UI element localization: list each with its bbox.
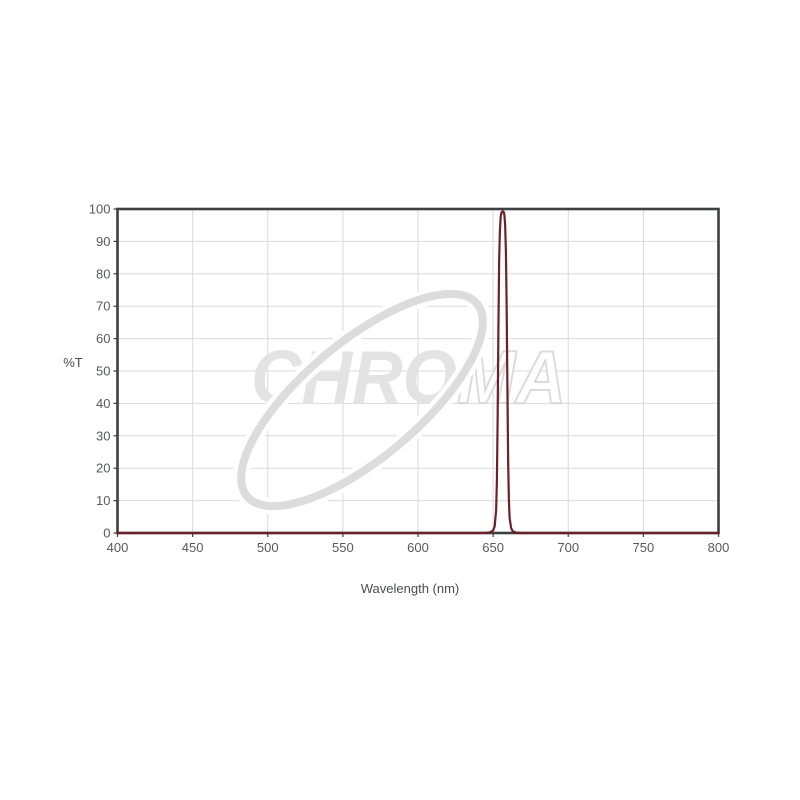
watermark-ma: MA bbox=[457, 335, 566, 419]
x-tick-label: 750 bbox=[633, 540, 655, 555]
x-tick-label: 400 bbox=[107, 540, 129, 555]
y-tick-label: 50 bbox=[96, 364, 110, 379]
transmission-curve bbox=[116, 210, 720, 535]
watermark-swoosh bbox=[232, 285, 492, 515]
y-axis-title: %T bbox=[63, 355, 83, 370]
x-tick-label: 800 bbox=[708, 540, 730, 555]
y-tick-label: 20 bbox=[96, 461, 110, 476]
y-tick-label: 0 bbox=[103, 526, 110, 541]
y-tick-label: 90 bbox=[96, 234, 110, 249]
y-tick-label: 30 bbox=[96, 428, 110, 443]
x-axis-title: Wavelength (nm) bbox=[361, 581, 460, 596]
y-tick-label: 70 bbox=[96, 299, 110, 314]
tick-labels: 400 450 500 550 600 650 700 750 800 0 10 20 30 40 50 60… bbox=[89, 202, 730, 556]
x-tick-label: 550 bbox=[332, 540, 354, 555]
x-tick-label: 450 bbox=[182, 540, 204, 555]
x-tick-label: 500 bbox=[257, 540, 279, 555]
x-tick-label: 600 bbox=[407, 540, 429, 555]
y-tick-label: 60 bbox=[96, 331, 110, 346]
y-tick-label: 100 bbox=[89, 202, 111, 217]
data-series bbox=[116, 210, 720, 535]
x-tick-label: 650 bbox=[482, 540, 504, 555]
swoosh-ellipse bbox=[237, 289, 487, 511]
y-tick-label: 80 bbox=[96, 266, 110, 281]
x-tick-label: 700 bbox=[557, 540, 579, 555]
y-tick-label: 10 bbox=[96, 493, 110, 508]
chroma-watermark: CHROMA bbox=[232, 285, 567, 515]
y-tick-label: 40 bbox=[96, 396, 110, 411]
